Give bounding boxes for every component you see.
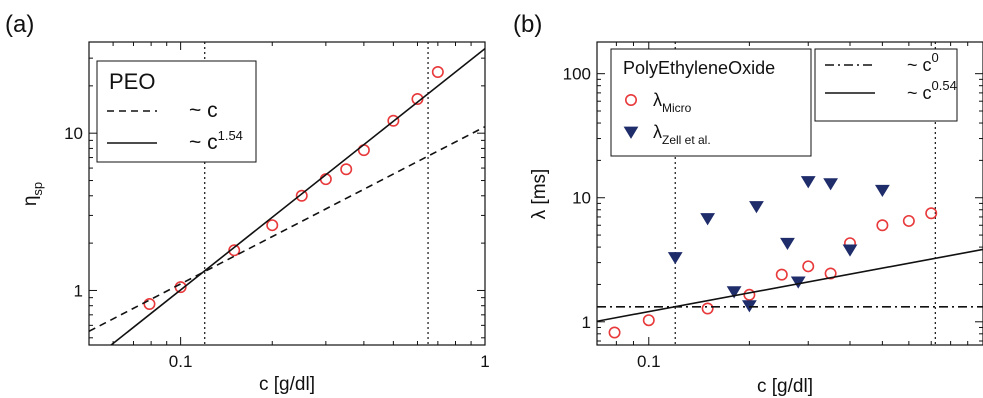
legend-box [814, 48, 958, 122]
data-point [143, 298, 156, 311]
data-point [925, 207, 938, 220]
legend-entry-sub: Zell et al. [662, 133, 711, 147]
legend-entry-sub: Micro [662, 101, 692, 115]
data-point [667, 252, 683, 265]
data-point [824, 267, 837, 280]
x-tick-label: 0.1 [637, 352, 661, 371]
legend-secondary: ~ c0~ c0.54 [814, 48, 958, 122]
x-axis-label: c [g/dl] [757, 376, 813, 397]
x-tick-label: 0.1 [169, 352, 193, 371]
y-axis-label-sub: sp [30, 182, 45, 196]
data-point [700, 213, 716, 226]
data-point [266, 219, 279, 232]
chart-panel-b: (b) 0.1 1 10 100 c [g/dl] λ [ms] PolyEthyleneOx… [513, 11, 983, 397]
data-point [642, 314, 655, 327]
data-point [876, 219, 889, 232]
y-tick-label: 100 [563, 65, 591, 84]
legend-marker [623, 126, 639, 139]
plot-frame [88, 41, 486, 346]
data-point [823, 178, 839, 191]
plot-frame [596, 41, 983, 346]
data-point [749, 201, 764, 214]
fit-line-solid [597, 248, 983, 323]
data-point [726, 286, 742, 299]
data-point [295, 189, 308, 202]
series-triangle-down [667, 176, 890, 313]
legend-marker [624, 94, 637, 107]
data-point [790, 276, 806, 289]
legend-title: PEO [109, 69, 155, 94]
legend-entry-sup: 0.54 [932, 78, 957, 93]
data-point [228, 244, 241, 257]
legend-box [610, 48, 812, 157]
y-axis-label: ηsp [20, 182, 45, 206]
data-point [701, 302, 714, 315]
y-tick-label: 10 [572, 189, 591, 208]
legend-entry-sup: 1.54 [218, 128, 243, 143]
legend-entry-sup: 0 [932, 50, 939, 65]
data-point [902, 214, 915, 227]
data-point [800, 176, 816, 189]
data-point [608, 326, 621, 339]
series-circle-open [608, 207, 938, 339]
y-axis-label: λ [ms] [529, 169, 550, 220]
legend-entry-text: ~ c [189, 99, 218, 122]
data-point [387, 114, 400, 127]
data-point [842, 244, 858, 257]
data-point [802, 260, 815, 273]
legend: PEO~ c~ c1.54 [96, 60, 257, 163]
data-point [775, 268, 788, 281]
data-point [743, 288, 756, 301]
data-point [431, 65, 444, 78]
panel-label: (b) [513, 11, 542, 38]
y-tick-label: 1 [74, 281, 83, 300]
data-point [780, 237, 795, 251]
axis-ticks: 0.1 1 1 10 [64, 42, 490, 371]
data-point [874, 184, 890, 198]
data-point [340, 163, 353, 176]
legend-title: PolyEthyleneOxide [623, 58, 775, 78]
x-axis-label: c [g/dl] [259, 374, 315, 395]
x-tick-label: 1 [480, 352, 489, 371]
fit-line-dashed [89, 125, 485, 333]
plot-area [89, 42, 485, 345]
y-tick-label: 1 [582, 313, 591, 332]
panel-label: (a) [5, 11, 34, 38]
y-tick-label: 10 [64, 124, 83, 143]
fit-line-solid [109, 47, 485, 345]
